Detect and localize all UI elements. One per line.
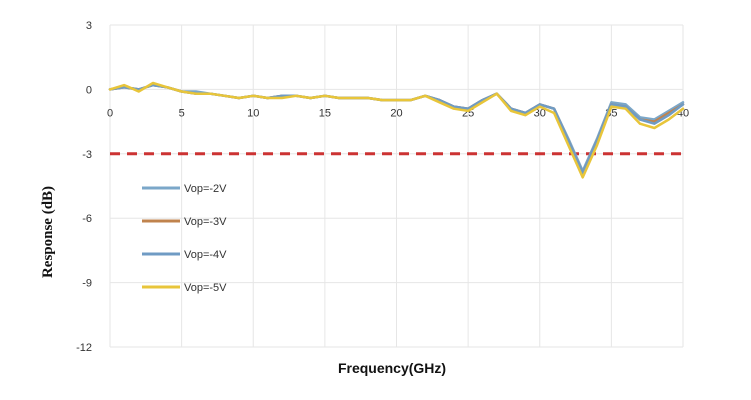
grid: [109, 24, 684, 348]
series-group: [108, 81, 685, 179]
y-tick-label: 3: [86, 20, 92, 32]
y-axis-label: Response (dB): [40, 186, 56, 278]
y-tick-label: -9: [82, 278, 92, 290]
y-tick-label: -12: [76, 342, 92, 354]
y-tick-label: 0: [86, 84, 92, 96]
legend-label: Vop=-5V: [184, 282, 227, 294]
x-tick-label: 15: [319, 107, 331, 119]
x-tick-label: 5: [179, 107, 185, 119]
x-axis-label: Frequency(GHz): [338, 360, 446, 376]
legend-label: Vop=-4V: [184, 249, 227, 261]
x-tick-label: 20: [390, 107, 402, 119]
legend-label: Vop=-2V: [184, 183, 227, 195]
y-tick-label: -3: [82, 149, 92, 161]
x-tick-label: 10: [247, 107, 259, 119]
y-tick-labels: 3 0 -3 -6 -9 -12: [76, 20, 92, 354]
x-tick-label: 0: [107, 107, 113, 119]
x-tick-label: 30: [534, 107, 546, 119]
x-tick-labels: 0 5 10 15 20 25 30 35 40: [107, 107, 689, 119]
y-tick-label: -6: [82, 213, 92, 225]
series-line-4: [108, 81, 685, 179]
legend-label: Vop=-3V: [184, 216, 227, 228]
legend: Vop=-2V Vop=-3V Vop=-4V Vop=-5V: [142, 183, 227, 294]
